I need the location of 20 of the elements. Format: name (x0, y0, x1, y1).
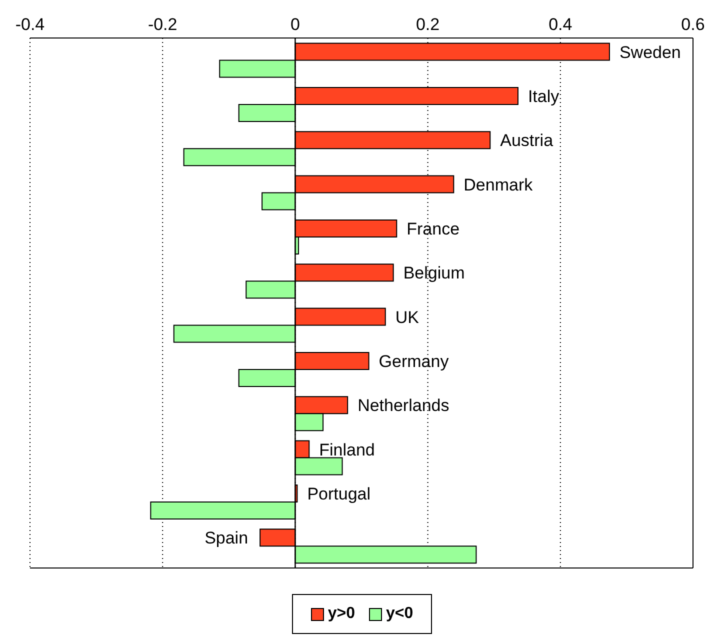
x-tick-label: 0.4 (548, 15, 572, 34)
y-tick-label: Finland (319, 440, 375, 460)
y-tick-label: Italy (528, 86, 560, 106)
y-tick-label: Belgium (403, 264, 465, 283)
legend-label: y<0 (385, 605, 414, 623)
x-tick-label: -0.4 (15, 15, 45, 34)
y-tick-label: UK (395, 308, 420, 327)
y-tick-label: Austria (500, 131, 554, 150)
y-tick-label: Sweden (619, 42, 681, 62)
x-tick-label: 0.6 (681, 15, 705, 34)
legend-label: y>0 (326, 605, 355, 623)
y-tick-label: Netherlands (358, 396, 450, 416)
x-tick-label: 0.2 (416, 15, 440, 34)
y-tick-label: Spain (204, 528, 248, 548)
y-tick-label: Portugal (307, 484, 371, 504)
y-tick-label: Denmark (464, 175, 534, 194)
y-tick-label: France (406, 219, 460, 238)
y-tick-label: Germany (378, 352, 450, 371)
x-tick-label: -0.2 (148, 15, 178, 34)
x-tick-label: 0 (290, 15, 300, 34)
